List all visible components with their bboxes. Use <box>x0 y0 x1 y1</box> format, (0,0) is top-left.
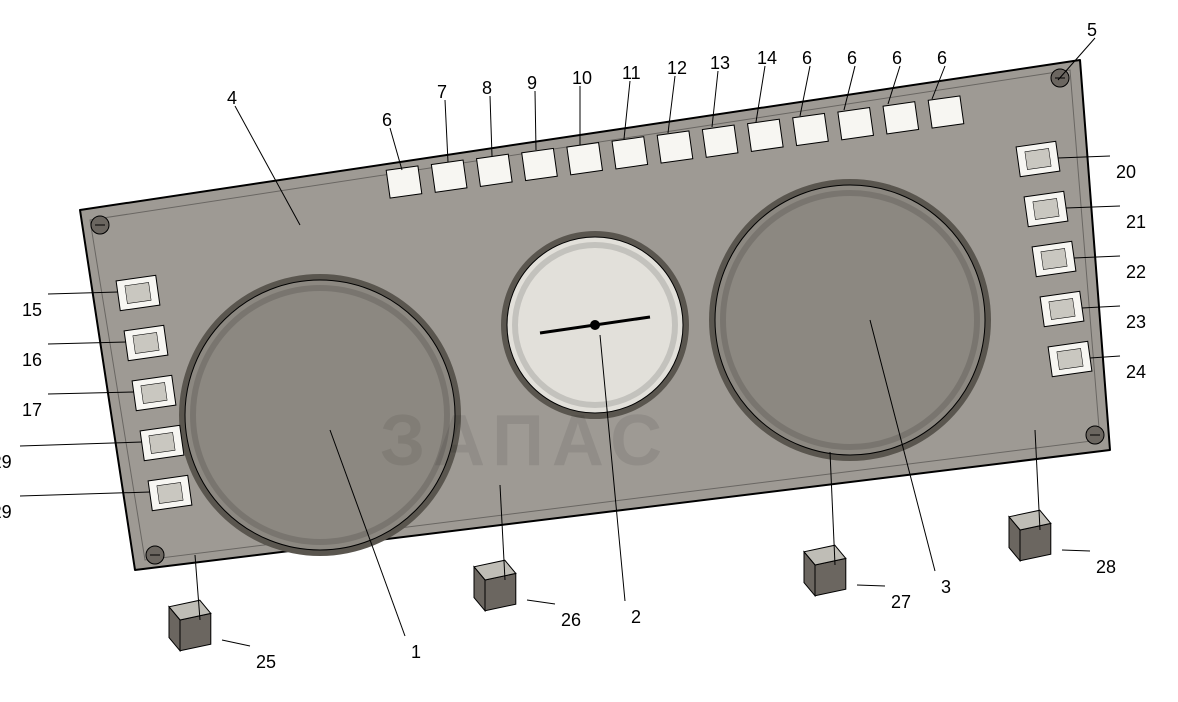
gauge-1 <box>185 280 455 550</box>
top-indicator <box>386 166 422 198</box>
top-indicator <box>567 143 603 175</box>
callout-label: 14 <box>757 48 777 69</box>
callout-label: 21 <box>1126 212 1146 233</box>
top-indicator <box>522 148 558 180</box>
callout-label: 17 <box>22 400 42 421</box>
top-indicator <box>928 96 964 128</box>
callout-label: 18 или 29 <box>0 452 12 473</box>
callout-label: 13 <box>710 53 730 74</box>
callout-label: 3 <box>941 577 951 598</box>
callout-label: 6 <box>382 110 392 131</box>
callout-label: 19 или 29 <box>0 502 12 523</box>
callout-leader <box>1062 550 1090 551</box>
top-indicator <box>702 125 738 157</box>
callout-leader <box>527 600 555 604</box>
gauge-3 <box>715 185 985 455</box>
callout-label: 6 <box>802 48 812 69</box>
callout-label: 22 <box>1126 262 1146 283</box>
callout-label: 23 <box>1126 312 1146 333</box>
top-indicator <box>748 119 784 151</box>
callout-leader <box>490 96 492 156</box>
callout-leader <box>222 640 250 646</box>
callout-label: 25 <box>256 652 276 673</box>
callout-label: 16 <box>22 350 42 371</box>
callout-label: 7 <box>437 82 447 103</box>
callout-label: 1 <box>411 642 421 663</box>
callout-label: 6 <box>847 48 857 69</box>
callout-label: 24 <box>1126 362 1146 383</box>
top-indicator <box>477 154 513 186</box>
callout-label: 20 <box>1116 162 1136 183</box>
callout-label: 6 <box>892 48 902 69</box>
top-indicator <box>883 102 919 134</box>
callout-label: 4 <box>227 88 237 109</box>
callout-label: 28 <box>1096 557 1116 578</box>
callout-label: 12 <box>667 58 687 79</box>
top-indicator <box>838 108 874 140</box>
callout-label: 15 <box>22 300 42 321</box>
callout-label: 8 <box>482 78 492 99</box>
callout-label: 11 <box>622 63 641 84</box>
callout-leader <box>445 100 448 162</box>
callout-label: 9 <box>527 73 537 94</box>
callout-label: 26 <box>561 610 581 631</box>
callout-label: 6 <box>937 48 947 69</box>
callout-leader <box>857 585 885 586</box>
top-indicator <box>793 113 829 145</box>
callout-label: 10 <box>572 68 592 89</box>
top-indicator <box>431 160 467 192</box>
callout-label: 27 <box>891 592 911 613</box>
top-indicator <box>657 131 693 163</box>
top-indicator <box>612 137 648 169</box>
diagram-canvas <box>0 0 1178 702</box>
callout-label: 2 <box>631 607 641 628</box>
callout-label: 5 <box>1087 20 1097 41</box>
